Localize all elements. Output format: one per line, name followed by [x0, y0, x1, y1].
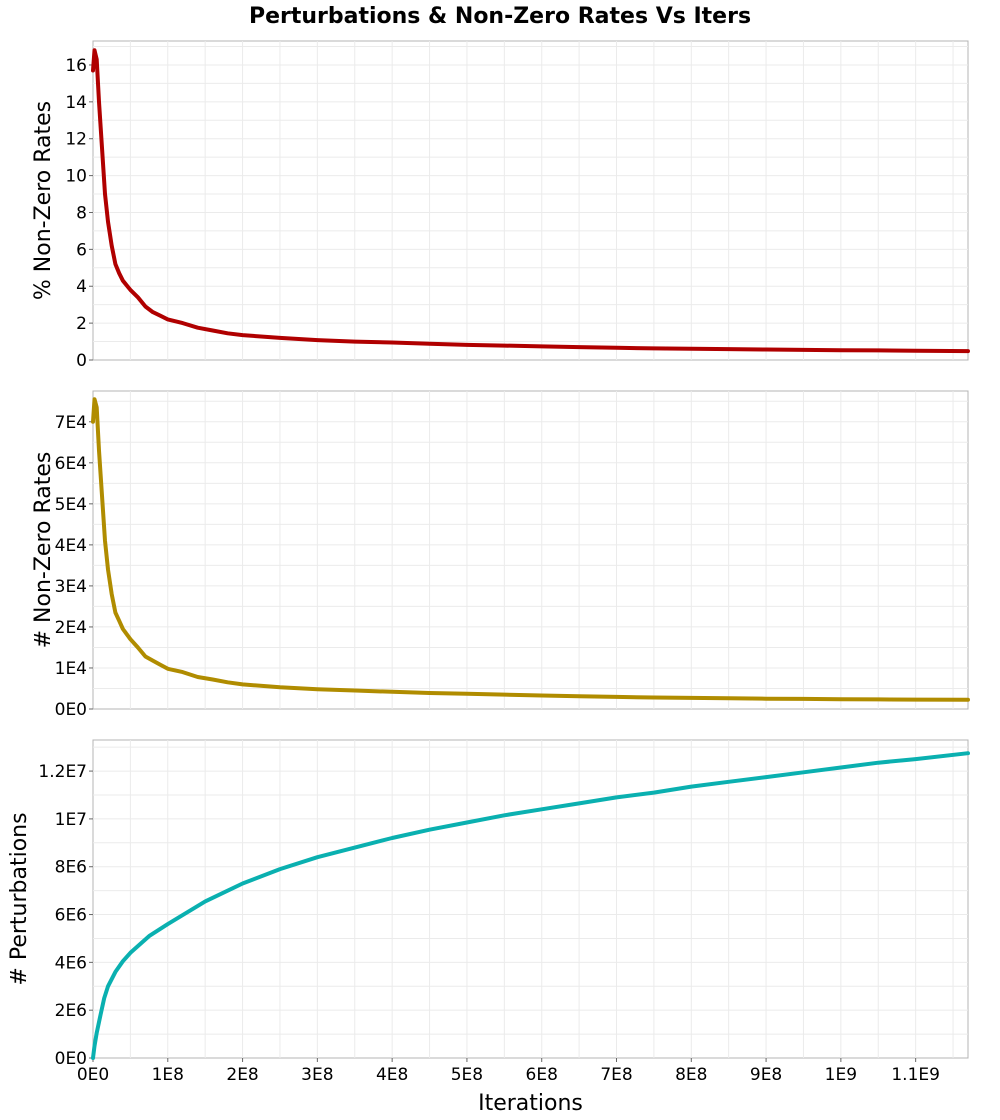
perturbations-xtick-label: 1E8	[152, 1065, 184, 1085]
num-nonzero-series-line	[91, 397, 970, 702]
num-nonzero-ytick-label: 2E4	[55, 618, 87, 638]
num-nonzero-ytick-label: 4E4	[55, 536, 87, 556]
perturbations-series-line	[91, 751, 970, 1060]
perturbations-xtick-label: 2E8	[226, 1065, 258, 1085]
perturbations-ytick-label: 8E6	[55, 858, 87, 878]
pct-nonzero-ytick-label: 4	[76, 277, 87, 297]
num-nonzero-panel: 0E0 1E4 2E4 3E4 4E4 5E4 6E4 7E4 # Non-Zero Rates	[31, 390, 970, 720]
num-nonzero-ytick-label: 7E4	[55, 413, 87, 433]
pct-nonzero-ytick-label: 8	[76, 203, 87, 223]
perturbations-ytick-label: 0E0	[55, 1049, 87, 1069]
pct-nonzero-ytick-label: 14	[65, 93, 87, 113]
num-nonzero-plot-area	[92, 390, 969, 710]
figure-title: Perturbations & Non-Zero Rates Vs Iters	[249, 4, 751, 29]
pct-nonzero-ylabel: % Non-Zero Rates	[31, 101, 56, 300]
pct-nonzero-ytick-label: 16	[65, 56, 87, 76]
perturbations-xtick-label: 1.1E9	[891, 1065, 940, 1085]
perturbations-ylabel: # Perturbations	[7, 812, 32, 985]
pct-nonzero-series-line	[91, 48, 970, 354]
num-nonzero-ytick-label: 5E4	[55, 495, 87, 515]
num-nonzero-ytick-label: 6E4	[55, 454, 87, 474]
perturbations-xtick-label: 6E8	[526, 1065, 558, 1085]
num-nonzero-ytick-label: 0E0	[55, 700, 87, 720]
pct-nonzero-ytick-label: 2	[76, 314, 87, 334]
num-nonzero-ylabel: # Non-Zero Rates	[31, 452, 56, 649]
pct-nonzero-plot-area	[92, 40, 969, 361]
perturbations-ytick-label: 4E6	[55, 953, 87, 973]
perturbations-ytick-label: 1.2E7	[38, 762, 87, 782]
pct-nonzero-ytick-label: 6	[76, 240, 87, 260]
perturbations-xtick-label: 3E8	[301, 1065, 333, 1085]
pct-nonzero-ytick-label: 0	[76, 351, 87, 371]
num-nonzero-ytick-label: 3E4	[55, 577, 87, 597]
perturbations-plot-area	[92, 739, 969, 1059]
pct-nonzero-panel: 0 2 4 6 8 10 12 14 16 % Non-Zero Rates	[31, 40, 970, 371]
perturbations-ytick-label: 6E6	[55, 906, 87, 926]
perturbations-xtick-label: 7E8	[600, 1065, 632, 1085]
perturbations-xtick-label: 0E0	[77, 1065, 109, 1085]
perturbations-xtick-label: 9E8	[750, 1065, 782, 1085]
perturbations-panel: 0E0 2E6 4E6 6E6 8E6 1E7 1.2E7 0E0 1E8 2E8 3E8 4E8 5E…	[7, 739, 970, 1116]
perturbations-xtick-label: 5E8	[451, 1065, 483, 1085]
num-nonzero-ytick-label: 1E4	[55, 659, 87, 679]
perturbations-xtick-label: 4E8	[376, 1065, 408, 1085]
perturbations-ytick-label: 2E6	[55, 1001, 87, 1021]
perturbations-xtick-label: 8E8	[675, 1065, 707, 1085]
pct-nonzero-ytick-label: 10	[65, 167, 87, 187]
perturbations-xlabel: Iterations	[478, 1091, 583, 1116]
pct-nonzero-ytick-label: 12	[65, 130, 87, 150]
perturbations-ytick-label: 1E7	[55, 810, 87, 830]
perturbations-xtick-label: 1E9	[825, 1065, 857, 1085]
